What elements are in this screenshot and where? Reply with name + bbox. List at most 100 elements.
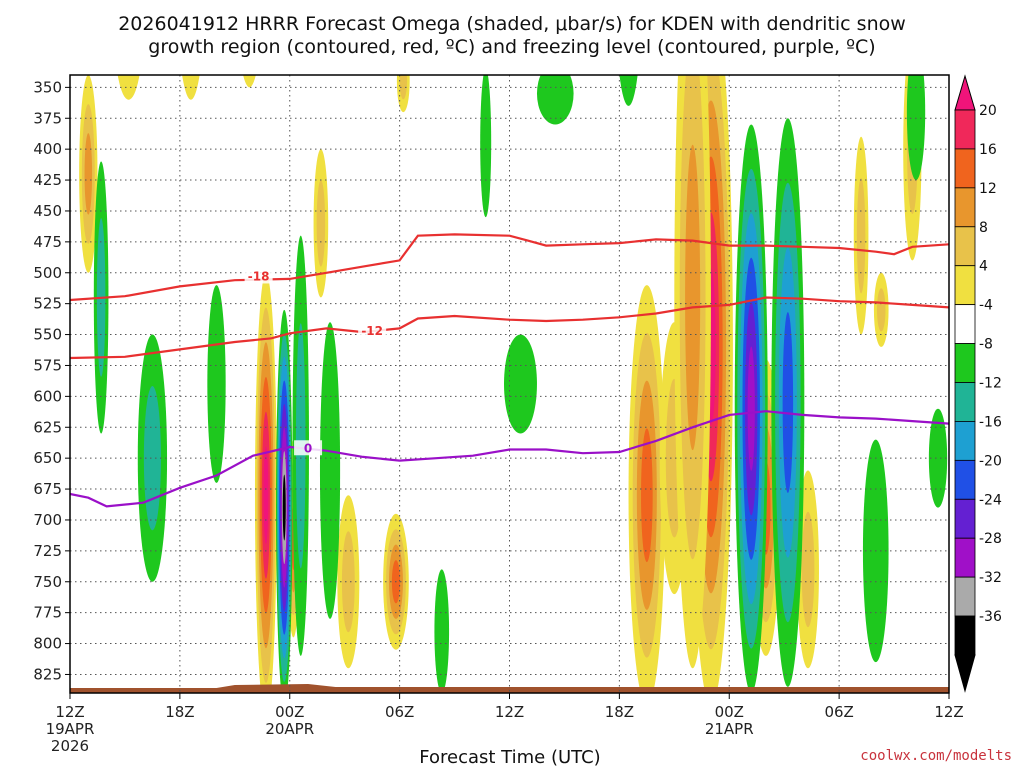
- colorbar-label-3: 8: [979, 220, 988, 236]
- omega-cell-33-level-0: [619, 75, 638, 106]
- colorbar-label-7: -12: [979, 376, 1002, 392]
- omega-cell-22-level-3: [782, 312, 794, 493]
- xtick-label-42: 06Z: [824, 703, 853, 721]
- ytick-label-525: 525: [33, 295, 62, 313]
- ytick-label-425: 425: [33, 171, 62, 189]
- colorbar-label-10: -24: [979, 492, 1002, 508]
- omega-cell-10-level-2: [84, 133, 93, 215]
- omega-cell-11-level-0: [117, 75, 140, 100]
- ytick-label-575: 575: [33, 356, 62, 374]
- chart-title-line2: growth region (contoured, red, ºC) and f…: [148, 36, 875, 58]
- contour-label-bg--18C: [244, 268, 273, 284]
- xtick-year-0: 2026: [51, 737, 89, 755]
- colorbar-swatch-5: [954, 304, 976, 344]
- temperature-contours: -18 -12 0: [70, 233, 949, 508]
- omega-cell-26-level-0: [271, 0, 284, 13]
- omega-cell-35-level-0: [906, 75, 926, 181]
- ytick-label-450: 450: [33, 202, 62, 220]
- colorbar-bottom-arrow: [954, 654, 976, 693]
- colorbar-swatch-9: [954, 459, 976, 500]
- omega-cell-21-level-5: [747, 346, 755, 471]
- credit-text: coolwx.com/modelts: [860, 748, 1012, 764]
- omega-cell-36-level-0: [928, 408, 948, 508]
- xtick-label-6: 18Z: [165, 703, 194, 721]
- ytick-label-350: 350: [33, 78, 62, 96]
- omega-cell-17-level-1: [801, 511, 815, 628]
- colorbar-swatch-1: [954, 148, 976, 189]
- colorbar-label-11: -28: [979, 531, 1002, 547]
- contour-label--18C: -18: [248, 269, 270, 283]
- xtick-label-12: 00Z: [275, 703, 304, 721]
- omega-cell-9-level-1: [341, 531, 355, 633]
- contour-label-bg-0C: [294, 440, 323, 456]
- omega-shading: [79, 0, 948, 693]
- omega-cell-5-level-5: [263, 446, 269, 544]
- pressure-axis: 350 375 400 425 450 475 500 525 550 575 600 625 650 6…: [33, 78, 70, 683]
- contour-label--12C: -12: [361, 324, 383, 338]
- colorbar-swatch-4: [954, 265, 976, 306]
- xtick-label-18: 06Z: [385, 703, 414, 721]
- ytick-label-400: 400: [33, 140, 62, 158]
- omega-cell-19-level-1: [876, 288, 886, 332]
- ytick-label-475: 475: [33, 233, 62, 251]
- ytick-label-675: 675: [33, 480, 62, 498]
- x-axis-label: Forecast Time (UTC): [419, 747, 600, 768]
- contour--12C: [70, 296, 949, 360]
- colorbar-label-1: 16: [979, 142, 997, 158]
- colorbar-swatch-0: [954, 109, 976, 150]
- omega-cell-37-level-0: [480, 75, 492, 218]
- omega-cell-30-level-0: [434, 569, 450, 693]
- chart-title-line1: 2026041912 HRRR Forecast Omega (shaded, …: [118, 13, 906, 35]
- xtick-label-24: 12Z: [495, 703, 524, 721]
- ytick-label-375: 375: [33, 109, 62, 127]
- colorbar-label-6: -8: [979, 337, 993, 353]
- ytick-label-750: 750: [33, 573, 62, 591]
- colorbar-top-arrow: [954, 74, 976, 111]
- colorbar-swatch-6: [954, 343, 976, 383]
- ytick-label-550: 550: [33, 326, 62, 344]
- colorbar-swatch-13: [954, 615, 976, 656]
- omega-cell-32-level-0: [536, 75, 574, 125]
- xtick-label-48: 12Z: [934, 703, 963, 721]
- colorbar-label-5: -4: [979, 298, 993, 314]
- ytick-label-725: 725: [33, 542, 62, 560]
- colorbar-swatch-8: [954, 421, 976, 461]
- ytick-label-500: 500: [33, 264, 62, 282]
- ytick-label-625: 625: [33, 418, 62, 436]
- ytick-label-650: 650: [33, 449, 62, 467]
- colorbar-swatch-7: [954, 382, 976, 422]
- omega-cell-29-level-0: [207, 285, 226, 483]
- ytick-label-825: 825: [33, 665, 62, 683]
- colorbar-swatch-2: [954, 187, 976, 228]
- omega-cell-18-level-1: [856, 178, 866, 294]
- colorbar-label-2: 12: [979, 181, 997, 197]
- contour-0C: [70, 410, 949, 508]
- ytick-label-800: 800: [33, 635, 62, 653]
- omega-cell-25-level-0: [319, 322, 341, 619]
- omega-cell-23-level-7: [282, 474, 286, 541]
- colorbar-label-0: 20: [979, 103, 997, 119]
- omega-colorbar: 20 16 12 8 4 -4 -8 -12 -16 -20 -24 -28 -32 -36: [954, 74, 1002, 693]
- xtick-date-0: 19APR: [46, 720, 95, 738]
- omega-cell-15-level-2: [685, 144, 701, 451]
- omega-cell-1-level-0: [243, 75, 256, 88]
- omega-cell-31-level-0: [504, 334, 537, 434]
- ytick-label-700: 700: [33, 511, 62, 529]
- colorbar-swatch-12: [954, 576, 976, 617]
- ytick-label-600: 600: [33, 387, 62, 405]
- plot-grid: [70, 75, 949, 693]
- omega-cell-4-level-1: [316, 180, 326, 267]
- xtick-label-0: 12Z: [55, 703, 84, 721]
- omega-cell-12-level-3: [641, 428, 653, 563]
- xtick-label-30: 18Z: [605, 703, 634, 721]
- colorbar-swatch-11: [954, 537, 976, 578]
- colorbar-label-9: -20: [979, 453, 1002, 469]
- xtick-date-12: 20APR: [265, 720, 314, 738]
- colorbar-label-8: -16: [979, 414, 1002, 430]
- colorbar-label-12: -32: [979, 570, 1002, 586]
- colorbar-label-13: -36: [979, 609, 1002, 625]
- colorbar-swatch-3: [954, 226, 976, 267]
- ytick-label-775: 775: [33, 604, 62, 622]
